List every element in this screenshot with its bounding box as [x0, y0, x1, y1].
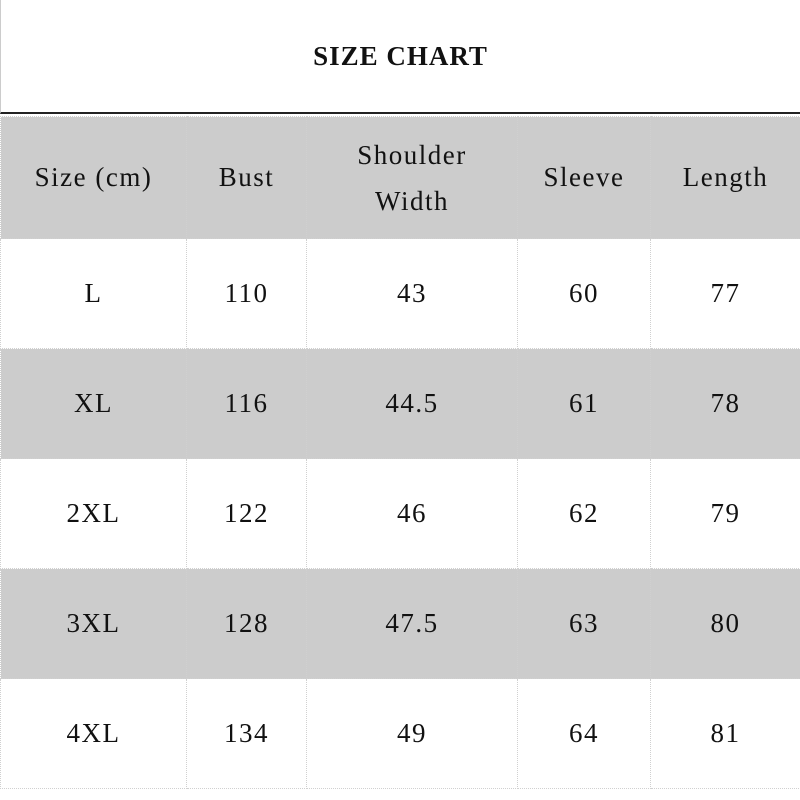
- page-title: SIZE CHART: [313, 40, 488, 71]
- header-shoulder-line2: Width: [375, 185, 449, 216]
- cell-bust: 110: [186, 238, 307, 349]
- cell-sleeve: 63: [517, 568, 651, 679]
- cell-size: 3XL: [0, 568, 187, 679]
- cell-length: 78: [650, 348, 800, 459]
- header-size: Size (cm): [0, 116, 187, 239]
- cell-sleeve: 62: [517, 458, 651, 569]
- cell-size: 2XL: [0, 458, 187, 569]
- table-row: 2XL 122 46 62 79: [0, 458, 800, 569]
- header-shoulder-width: Shoulder Width: [306, 116, 518, 239]
- cell-size: 4XL: [0, 678, 187, 789]
- size-chart-table: Size (cm) Bust Shoulder Width Sleeve Leng…: [0, 116, 800, 789]
- cell-sleeve: 64: [517, 678, 651, 789]
- header-sleeve: Sleeve: [517, 116, 651, 239]
- cell-shoulder-width: 46: [306, 458, 518, 569]
- cell-shoulder-width: 47.5: [306, 568, 518, 679]
- cell-sleeve: 60: [517, 238, 651, 349]
- header-shoulder-line1: Shoulder: [357, 139, 467, 170]
- cell-sleeve: 61: [517, 348, 651, 459]
- cell-bust: 122: [186, 458, 307, 569]
- table-row: 4XL 134 49 64 81: [0, 678, 800, 789]
- cell-size: L: [0, 238, 187, 349]
- cell-length: 77: [650, 238, 800, 349]
- cell-bust: 128: [186, 568, 307, 679]
- cell-length: 81: [650, 678, 800, 789]
- title-area: SIZE CHART: [0, 0, 800, 114]
- table-row: XL 116 44.5 61 78: [0, 348, 800, 459]
- table-row: L 110 43 60 77: [0, 238, 800, 349]
- cell-shoulder-width: 44.5: [306, 348, 518, 459]
- cell-size: XL: [0, 348, 187, 459]
- cell-length: 80: [650, 568, 800, 679]
- header-row: Size (cm) Bust Shoulder Width Sleeve Leng…: [0, 116, 800, 239]
- table-row: 3XL 128 47.5 63 80: [0, 568, 800, 679]
- header-length: Length: [650, 116, 800, 239]
- cell-shoulder-width: 49: [306, 678, 518, 789]
- cell-bust: 116: [186, 348, 307, 459]
- cell-bust: 134: [186, 678, 307, 789]
- header-bust: Bust: [186, 116, 307, 239]
- cell-shoulder-width: 43: [306, 238, 518, 349]
- cell-length: 79: [650, 458, 800, 569]
